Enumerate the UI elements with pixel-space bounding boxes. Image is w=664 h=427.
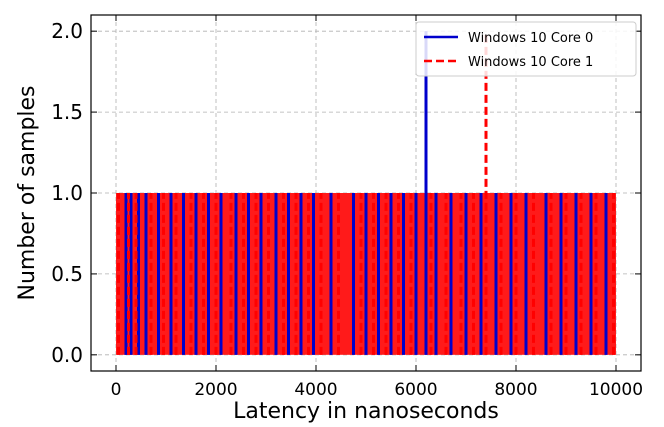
y-tick-label: 1.5 — [51, 100, 83, 124]
series-0 — [124, 31, 608, 355]
y-tick-label: 1.0 — [51, 181, 83, 205]
series-layer — [117, 31, 615, 355]
y-tick-label: 2.0 — [51, 19, 83, 43]
x-axis-label: Latency in nanoseconds — [233, 399, 499, 424]
legend-label-core-0: Windows 10 Core 0 — [468, 31, 593, 46]
y-tick-label: 0.0 — [51, 343, 83, 367]
legend: Windows 10 Core 0 Windows 10 Core 1 — [415, 21, 637, 77]
x-tick-label: 10000 — [589, 380, 643, 400]
y-tick-label: 0.5 — [51, 262, 83, 286]
y-axis-label: Number of samples — [15, 85, 40, 300]
x-tick-label: 2000 — [194, 380, 237, 400]
x-tick-label: 0 — [111, 380, 122, 400]
x-tick-label: 4000 — [294, 380, 337, 400]
x-tick-label: 6000 — [394, 380, 437, 400]
x-tick-label: 8000 — [494, 380, 537, 400]
legend-label-core-1: Windows 10 Core 1 — [468, 55, 593, 70]
series-1 — [117, 31, 615, 355]
ticks: 0 2000 4000 6000 8000 10000 0.0 0.5 1.0 1.5 2.0 — [51, 15, 643, 400]
legend-box — [415, 21, 637, 77]
